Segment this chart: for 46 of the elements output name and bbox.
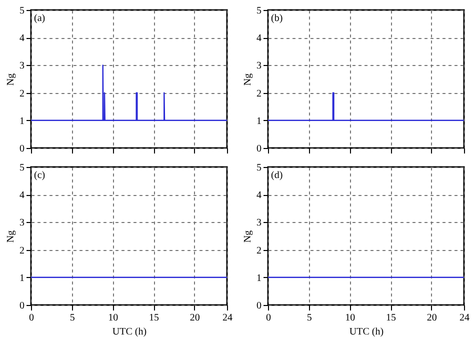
x-tick-label: 10 <box>345 312 356 324</box>
y-tick-label: 2 <box>20 245 24 256</box>
x-tick-label: 10 <box>108 312 118 324</box>
annotation: (d) <box>271 170 283 181</box>
x-tick-label: 0 <box>29 312 34 324</box>
y-tick-label: 1 <box>256 116 262 127</box>
x-tick-label: 15 <box>386 312 396 324</box>
y-axis-title: Ng <box>6 73 16 86</box>
y-tick-label: 4 <box>256 33 262 44</box>
y-tick-label: 1 <box>256 272 262 284</box>
annotation: (b) <box>271 13 283 24</box>
y-tick-label: 0 <box>20 144 24 154</box>
annotation: (a) <box>34 13 46 24</box>
y-tick-label: 2 <box>20 88 24 100</box>
y-tick-label: 5 <box>256 6 262 16</box>
x-axis-title: UTC (h) <box>112 326 147 338</box>
y-tick-label: 1 <box>20 116 24 127</box>
y-tick-label: 3 <box>256 218 262 229</box>
y-tick-label: 2 <box>256 245 262 256</box>
y-tick-label: 0 <box>20 300 24 312</box>
x-tick-label: 24 <box>460 312 470 324</box>
y-tick-label: 4 <box>256 190 262 202</box>
annotation: (c) <box>34 170 46 181</box>
y-tick-label: 5 <box>256 162 262 174</box>
y-tick-label: 0 <box>256 144 262 154</box>
x-tick-label: 20 <box>190 312 200 324</box>
y-tick-label: 1 <box>20 272 24 284</box>
x-tick-label: 5 <box>306 312 312 324</box>
x-axis-title: UTC (h) <box>349 326 384 338</box>
y-tick-label: 0 <box>256 300 262 312</box>
y-tick-label: 3 <box>20 60 24 72</box>
y-tick-label: 5 <box>20 6 24 16</box>
y-tick-label: 2 <box>256 88 262 100</box>
y-axis-title: Ng <box>6 230 16 243</box>
y-tick-label: 4 <box>20 190 24 202</box>
y-axis-title: Ng <box>242 230 254 243</box>
x-tick-label: 15 <box>149 312 159 324</box>
y-tick-label: 3 <box>20 218 24 229</box>
x-tick-label: 0 <box>266 312 271 324</box>
x-tick-label: 5 <box>70 312 75 324</box>
x-tick-label: 24 <box>222 312 232 324</box>
x-tick-label: 20 <box>426 312 437 324</box>
y-tick-label: 5 <box>20 162 24 174</box>
y-axis-title: Ng <box>242 73 254 86</box>
y-tick-label: 3 <box>256 60 262 72</box>
y-tick-label: 4 <box>20 33 24 44</box>
